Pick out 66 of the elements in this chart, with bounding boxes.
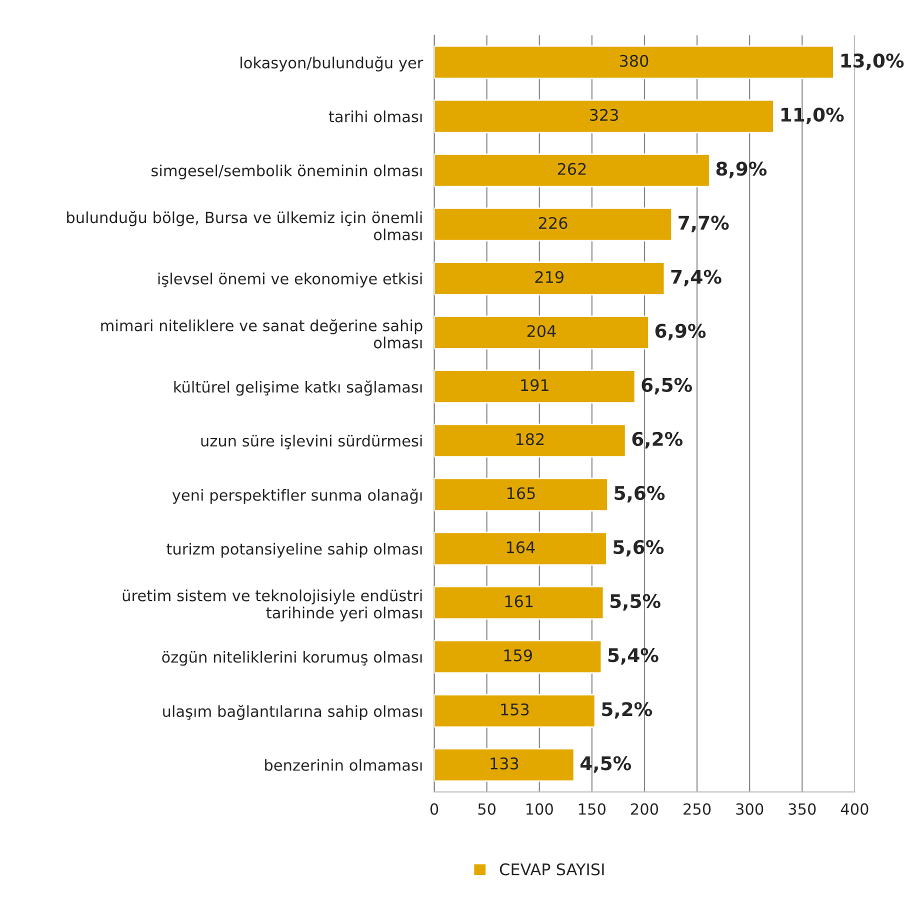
x-tick-label: 100 (526, 803, 553, 815)
bar (434, 99, 774, 134)
data-label: 380 (620, 54, 648, 67)
y-tick-label: özgün niteliklerini korumuş olması (162, 650, 422, 666)
y-tick-label: turizm potansiyeline sahip olması (166, 542, 422, 558)
bar (434, 586, 604, 620)
data-label: 219 (535, 271, 564, 284)
y-tick-label: lokasyon/bulunduğu yer (240, 56, 424, 72)
y-tick-label: tarihi olması (328, 110, 422, 122)
x-tick-label: 200 (631, 803, 658, 815)
y-tick-label: üretim sistem ve teknolojisiyle endüstri tarihinde yeri olması (122, 590, 422, 622)
bar (434, 370, 636, 404)
annotation: 6,5% (642, 378, 692, 394)
data-label: 133 (490, 757, 518, 770)
y-tick-label: uzun süre işlevini sürdürmesi (201, 434, 422, 450)
annotation: 7,4% (671, 270, 722, 286)
annotation: 5,6% (614, 540, 664, 557)
annotation: 6,9% (655, 324, 706, 340)
bar (434, 45, 834, 80)
bar (434, 153, 710, 188)
bar (434, 532, 608, 566)
data-label: 182 (516, 433, 544, 446)
y-tick-label: ulaşım bağlantılarına sahip olması (163, 704, 422, 720)
x-tick-label: 0 (430, 803, 438, 815)
bar (434, 694, 596, 728)
y-tick-label: mimari niteliklere ve sanat değerine sahip olması (101, 319, 422, 348)
x-tick-label: 300 (736, 803, 764, 815)
annotation: 7,7% (678, 216, 729, 232)
data-label: 191 (521, 379, 548, 392)
annotation: 13,0% (841, 54, 904, 70)
bar (434, 316, 650, 350)
annotation: 5,5% (610, 594, 660, 611)
data-label: 164 (506, 541, 535, 554)
y-tick-label: bulunduğu bölge, Bursa ve ülkemiz için önemli olması (67, 211, 422, 240)
bar (434, 424, 626, 458)
annotation: 5,6% (614, 486, 665, 502)
annotation: 5,4% (608, 648, 658, 665)
y-tick-label: yeni perspektifler sunma olanağı (172, 488, 422, 504)
x-tick-label: 350 (788, 803, 816, 815)
x-tick-label: 400 (840, 803, 868, 815)
x-tick-label: 150 (579, 803, 606, 815)
annotation: 4,5% (580, 756, 632, 773)
bar (434, 208, 673, 242)
annotation: 5,2% (602, 702, 652, 719)
y-tick-label: simgesel/sembolik öneminin olması (152, 164, 422, 180)
x-tick-label: 50 (478, 803, 496, 815)
data-label: 323 (590, 108, 618, 121)
legend-label: CEVAP SAYISI (500, 863, 604, 876)
bar (434, 748, 575, 782)
annotation: 8,9% (716, 162, 767, 178)
bar (434, 262, 666, 296)
data-label: 159 (504, 649, 532, 662)
y-tick-label: işlevsel önemi ve ekonomiye etkisi (158, 272, 422, 288)
data-label: 226 (538, 216, 568, 230)
annotation: 11,0% (781, 108, 844, 124)
annotation: 6,2% (632, 432, 683, 448)
y-tick-label: benzerinin olmaması (265, 759, 422, 771)
x-tick-label: 250 (684, 803, 711, 815)
data-label: 161 (505, 595, 533, 608)
data-label: 153 (501, 703, 529, 716)
y-tick-label: kültürel gelişime katkı sağlaması (174, 380, 422, 396)
bar (434, 478, 608, 512)
data-label: 204 (527, 325, 556, 338)
data-label: 165 (508, 487, 535, 500)
data-label: 262 (558, 162, 586, 176)
bar (434, 640, 602, 674)
